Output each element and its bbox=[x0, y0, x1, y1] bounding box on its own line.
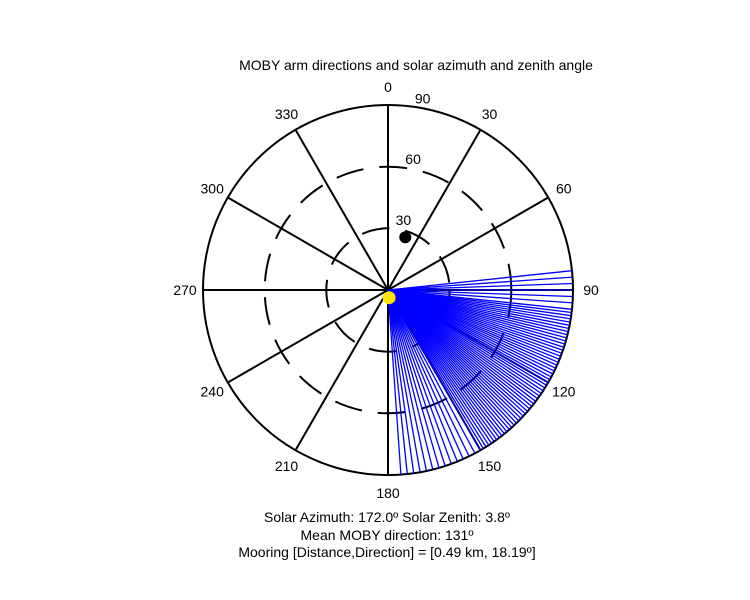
arm-direction-line bbox=[387, 270, 573, 291]
angle-tick-label: 30 bbox=[482, 106, 498, 122]
sun-marker bbox=[382, 291, 396, 305]
arm-direction-line bbox=[387, 289, 415, 474]
angular-tick-labels: 0 30 60 90 120 150 180 210 240 270 300 330 bbox=[173, 79, 599, 501]
arm-direction-line bbox=[387, 289, 408, 475]
arm-direction-lines bbox=[387, 270, 573, 475]
angle-tick-label: 60 bbox=[556, 181, 572, 197]
radial-tick-labels: 30 60 90 bbox=[396, 90, 431, 228]
mooring-marker bbox=[399, 231, 412, 244]
grid-spoke bbox=[227, 289, 389, 384]
arm-direction-line bbox=[387, 282, 573, 291]
angle-tick-label: 0 bbox=[384, 79, 392, 95]
angle-tick-label: 240 bbox=[201, 384, 225, 400]
angle-tick-label: 90 bbox=[583, 282, 599, 298]
angle-tick-label: 210 bbox=[275, 458, 299, 474]
solar-info-text: Solar Azimuth: 172.0º Solar Zenith: 3.8º bbox=[264, 509, 510, 525]
markers bbox=[382, 231, 412, 305]
angle-tick-label: 180 bbox=[376, 485, 400, 501]
angle-tick-label: 120 bbox=[552, 384, 576, 400]
arm-direction-line bbox=[387, 289, 464, 460]
mooring-info-text: Mooring [Distance,Direction] = [0.49 km,… bbox=[238, 544, 535, 560]
grid-spoke bbox=[227, 196, 389, 291]
arm-direction-line bbox=[387, 289, 573, 298]
angle-tick-label: 330 bbox=[275, 106, 299, 122]
chart-title: MOBY arm directions and solar azimuth an… bbox=[239, 57, 593, 73]
angle-tick-label: 150 bbox=[478, 458, 502, 474]
arm-direction-line bbox=[387, 289, 402, 475]
arm-direction-line bbox=[387, 289, 482, 451]
arm-direction-line bbox=[387, 289, 421, 473]
arm-direction-line bbox=[387, 289, 452, 465]
grid-spoke bbox=[387, 196, 549, 291]
arm-direction-line bbox=[387, 289, 573, 304]
radial-tick-label: 90 bbox=[415, 90, 431, 106]
grid-spoke bbox=[294, 289, 389, 451]
mean-direction-text: Mean MOBY direction: 131º bbox=[301, 527, 474, 543]
radial-tick-label: 30 bbox=[396, 212, 412, 228]
arm-direction-line bbox=[387, 289, 428, 472]
angle-tick-label: 300 bbox=[201, 181, 225, 197]
grid-spoke bbox=[294, 129, 389, 291]
arm-direction-line bbox=[387, 289, 434, 470]
arm-direction-line bbox=[387, 289, 470, 457]
angle-tick-label: 270 bbox=[173, 282, 197, 298]
arm-direction-line bbox=[387, 289, 458, 462]
arm-direction-line bbox=[387, 289, 476, 454]
arm-direction-line bbox=[387, 276, 573, 291]
arm-direction-line bbox=[387, 289, 446, 467]
arm-direction-line bbox=[387, 289, 440, 468]
radial-tick-label: 60 bbox=[405, 151, 421, 167]
grid-spoke bbox=[387, 129, 482, 291]
